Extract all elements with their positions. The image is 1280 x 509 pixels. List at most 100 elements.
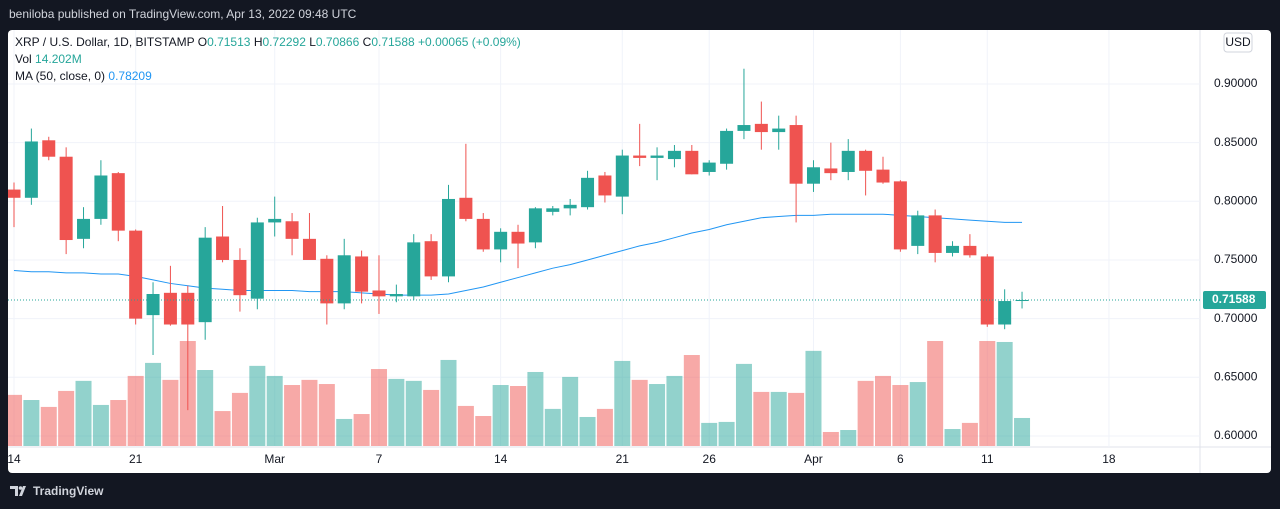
volume-bar xyxy=(753,391,770,446)
candle-body xyxy=(563,204,577,209)
volume-bar xyxy=(266,375,283,446)
volume-bar xyxy=(162,379,179,446)
candle-body xyxy=(337,255,351,304)
volume-bar xyxy=(805,350,822,446)
x-tick-label: 14 xyxy=(494,452,508,466)
candle-body xyxy=(876,169,890,183)
volume-bar xyxy=(318,384,335,446)
volume-bar xyxy=(927,341,944,446)
volume-bar xyxy=(735,363,752,446)
candle-body xyxy=(459,197,473,219)
logo-icon xyxy=(10,486,26,496)
high-value: 0.72292 xyxy=(262,35,306,49)
volume-bar xyxy=(510,386,527,446)
volume-bar xyxy=(718,421,735,446)
y-tick-label: 0.60000 xyxy=(1214,428,1258,442)
volume-bar xyxy=(92,404,109,446)
volume-bar xyxy=(197,370,214,446)
volume-bar xyxy=(909,382,926,446)
candle-body xyxy=(442,198,455,277)
candle-body xyxy=(216,236,230,260)
volume-bar xyxy=(301,379,318,446)
candle-body xyxy=(250,222,264,299)
close-value: 0.71588 xyxy=(371,35,415,49)
x-tick-label: 21 xyxy=(616,452,630,466)
candle-body xyxy=(111,173,125,231)
volume-bar xyxy=(857,380,874,446)
volume-bar xyxy=(440,359,457,446)
volume-bar xyxy=(544,408,561,446)
candle-body xyxy=(42,140,56,157)
volume-bar xyxy=(944,429,961,446)
candle-body xyxy=(859,150,873,171)
candle-body xyxy=(998,301,1012,325)
ohlc-letter: H xyxy=(253,35,263,49)
volume-bar xyxy=(110,400,127,446)
volume-bar xyxy=(596,408,613,446)
candle-body xyxy=(285,221,299,239)
volume-bar xyxy=(996,341,1013,446)
x-tick-label: 26 xyxy=(703,452,717,466)
volume-bar xyxy=(127,375,144,446)
candle-body xyxy=(129,230,143,319)
ohlc-letter: O xyxy=(197,35,208,49)
volume-bar xyxy=(405,380,422,446)
volume-bar xyxy=(892,385,909,446)
x-tick-label: 7 xyxy=(376,452,383,466)
volume-bar xyxy=(666,375,683,446)
candle-body xyxy=(650,155,664,158)
volume-bar xyxy=(23,400,40,446)
volume-bar xyxy=(649,384,666,446)
candle-body xyxy=(824,168,838,174)
volume-bar xyxy=(770,391,787,446)
candle-body xyxy=(667,150,681,160)
volume-bar xyxy=(701,422,718,446)
candle-body xyxy=(911,215,925,246)
logo-dot xyxy=(18,486,23,490)
volume-bar xyxy=(961,422,978,446)
volume-bar xyxy=(249,365,266,446)
x-tick-label: 14 xyxy=(7,452,21,466)
volume-name: Vol xyxy=(15,52,32,66)
candle-body xyxy=(233,259,247,296)
volume-bar xyxy=(492,385,509,446)
candle-body xyxy=(8,189,21,198)
legend: XRP / U.S. Dollar, 1D, BITSTAMP O0.71513… xyxy=(15,34,521,85)
brand: TradingView xyxy=(33,484,104,498)
candle-body xyxy=(511,231,525,244)
currency-button[interactable] xyxy=(1223,32,1253,53)
candle-body xyxy=(615,155,629,197)
x-tick-label: 6 xyxy=(897,452,904,466)
ma-line xyxy=(13,213,1023,296)
price-tag xyxy=(1203,291,1266,310)
volume-bar xyxy=(979,341,996,446)
price-tag-label: 0.71588 xyxy=(1212,292,1256,306)
candle-body xyxy=(928,215,942,253)
volume-bar xyxy=(214,411,231,446)
y-tick-label: 0.85000 xyxy=(1214,135,1258,149)
y-tick-label: 0.75000 xyxy=(1214,252,1258,266)
candle-body xyxy=(841,150,855,172)
volume-bar xyxy=(75,380,92,446)
volume-bar xyxy=(840,430,857,446)
candle-body xyxy=(198,237,212,323)
ma-value: 0.78209 xyxy=(108,69,152,83)
volume-bar xyxy=(423,389,440,446)
change: +0.00065 (+0.09%) xyxy=(418,35,521,49)
x-tick-label: 18 xyxy=(1102,452,1116,466)
volume-bar xyxy=(875,375,891,446)
volume-bar xyxy=(284,385,301,446)
volume-bar xyxy=(614,360,631,446)
candle-body xyxy=(546,208,560,212)
candle-body xyxy=(181,292,195,325)
candle-body xyxy=(59,156,73,241)
candle-body xyxy=(372,290,386,297)
volume-bar xyxy=(631,379,648,446)
candle-body xyxy=(494,231,508,250)
legend-row: MA (50, close, 0) 0.78209 xyxy=(15,68,521,85)
candle-body xyxy=(789,125,803,184)
volume-bar xyxy=(683,355,700,446)
candle-body xyxy=(893,181,907,250)
x-tick-label: Apr xyxy=(804,452,823,466)
